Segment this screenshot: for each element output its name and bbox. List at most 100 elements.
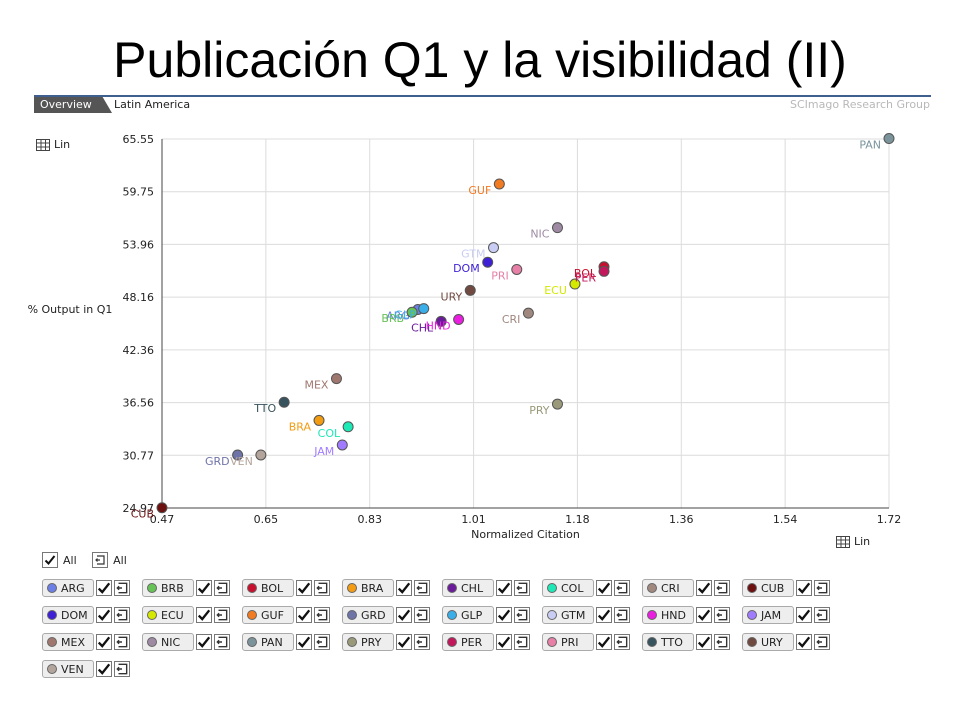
legend-checkbox[interactable] [696, 634, 712, 650]
legend-item-brb[interactable]: BRB [142, 579, 234, 597]
legend-chip[interactable]: PER [442, 633, 494, 651]
legend-item-tto[interactable]: TTO [642, 633, 734, 651]
legend-chip[interactable]: CHL [442, 579, 494, 597]
x-scale-button[interactable]: Lin [836, 535, 870, 548]
legend-checkbox[interactable] [696, 607, 712, 623]
legend-item-mex[interactable]: MEX [42, 633, 134, 651]
legend-chip[interactable]: CUB [742, 579, 794, 597]
legend-item-hnd[interactable]: HND [642, 606, 734, 624]
legend-solo-button[interactable] [514, 634, 530, 650]
legend-item-ury[interactable]: URY [742, 633, 834, 651]
legend-solo-button[interactable] [414, 580, 430, 596]
legend-checkbox[interactable] [596, 607, 612, 623]
legend-chip[interactable]: PAN [242, 633, 294, 651]
legend-solo-button[interactable] [814, 607, 830, 623]
legend-item-col[interactable]: COL [542, 579, 634, 597]
legend-solo-button[interactable] [114, 661, 130, 677]
legend-checkbox[interactable] [96, 580, 112, 596]
legend-solo-button[interactable] [314, 607, 330, 623]
legend-checkbox[interactable] [96, 607, 112, 623]
legend-chip[interactable]: TTO [642, 633, 694, 651]
solo-all-button[interactable]: All [92, 552, 127, 568]
legend-solo-button[interactable] [214, 607, 230, 623]
legend-item-cri[interactable]: CRI [642, 579, 734, 597]
legend-solo-button[interactable] [114, 607, 130, 623]
legend-checkbox[interactable] [296, 607, 312, 623]
check-all-button[interactable]: All [42, 552, 77, 568]
legend-checkbox[interactable] [796, 607, 812, 623]
legend-solo-button[interactable] [414, 607, 430, 623]
legend-checkbox[interactable] [296, 580, 312, 596]
legend-solo-button[interactable] [714, 580, 730, 596]
legend-solo-button[interactable] [314, 580, 330, 596]
y-scale-button[interactable]: Lin [36, 138, 70, 151]
legend-item-pri[interactable]: PRI [542, 633, 634, 651]
legend-item-gtm[interactable]: GTM [542, 606, 634, 624]
legend-chip[interactable]: ECU [142, 606, 194, 624]
legend-item-arg[interactable]: ARG [42, 579, 134, 597]
legend-item-chl[interactable]: CHL [442, 579, 534, 597]
legend-item-ecu[interactable]: ECU [142, 606, 234, 624]
legend-chip[interactable]: BRB [142, 579, 194, 597]
legend-item-pry[interactable]: PRY [342, 633, 434, 651]
legend-chip[interactable]: JAM [742, 606, 794, 624]
legend-checkbox[interactable] [496, 607, 512, 623]
legend-item-bra[interactable]: BRA [342, 579, 434, 597]
legend-solo-button[interactable] [514, 580, 530, 596]
legend-checkbox[interactable] [496, 580, 512, 596]
legend-solo-button[interactable] [114, 580, 130, 596]
legend-solo-button[interactable] [314, 634, 330, 650]
legend-chip[interactable]: URY [742, 633, 794, 651]
legend-checkbox[interactable] [496, 634, 512, 650]
legend-checkbox[interactable] [96, 661, 112, 677]
legend-solo-button[interactable] [214, 580, 230, 596]
legend-chip[interactable]: DOM [42, 606, 94, 624]
legend-chip[interactable]: BOL [242, 579, 294, 597]
legend-checkbox[interactable] [96, 634, 112, 650]
legend-solo-button[interactable] [814, 634, 830, 650]
legend-checkbox[interactable] [396, 580, 412, 596]
legend-item-bol[interactable]: BOL [242, 579, 334, 597]
legend-chip[interactable]: COL [542, 579, 594, 597]
legend-chip[interactable]: GRD [342, 606, 394, 624]
legend-checkbox[interactable] [396, 634, 412, 650]
legend-chip[interactable]: PRI [542, 633, 594, 651]
tab-latin-america[interactable]: Latin America [114, 98, 191, 111]
legend-solo-button[interactable] [514, 607, 530, 623]
legend-item-nic[interactable]: NIC [142, 633, 234, 651]
legend-chip[interactable]: HND [642, 606, 694, 624]
legend-item-per[interactable]: PER [442, 633, 534, 651]
legend-chip[interactable]: VEN [42, 660, 94, 678]
legend-item-pan[interactable]: PAN [242, 633, 334, 651]
legend-chip[interactable]: GUF [242, 606, 294, 624]
legend-checkbox[interactable] [596, 580, 612, 596]
legend-item-jam[interactable]: JAM [742, 606, 834, 624]
legend-chip[interactable]: ARG [42, 579, 94, 597]
legend-solo-button[interactable] [614, 634, 630, 650]
legend-checkbox[interactable] [796, 634, 812, 650]
legend-solo-button[interactable] [714, 607, 730, 623]
legend-item-dom[interactable]: DOM [42, 606, 134, 624]
legend-solo-button[interactable] [614, 580, 630, 596]
legend-item-ven[interactable]: VEN [42, 660, 134, 678]
legend-checkbox[interactable] [196, 634, 212, 650]
legend-checkbox[interactable] [396, 607, 412, 623]
legend-chip[interactable]: BRA [342, 579, 394, 597]
legend-item-cub[interactable]: CUB [742, 579, 834, 597]
legend-solo-button[interactable] [114, 634, 130, 650]
legend-chip[interactable]: CRI [642, 579, 694, 597]
legend-item-guf[interactable]: GUF [242, 606, 334, 624]
legend-chip[interactable]: MEX [42, 633, 94, 651]
legend-chip[interactable]: PRY [342, 633, 394, 651]
legend-checkbox[interactable] [696, 580, 712, 596]
legend-item-grd[interactable]: GRD [342, 606, 434, 624]
legend-solo-button[interactable] [214, 634, 230, 650]
legend-chip[interactable]: NIC [142, 633, 194, 651]
legend-checkbox[interactable] [196, 580, 212, 596]
tab-overview[interactable]: Overview [34, 97, 112, 113]
legend-solo-button[interactable] [814, 580, 830, 596]
legend-solo-button[interactable] [714, 634, 730, 650]
legend-chip[interactable]: GLP [442, 606, 494, 624]
legend-solo-button[interactable] [614, 607, 630, 623]
legend-solo-button[interactable] [414, 634, 430, 650]
